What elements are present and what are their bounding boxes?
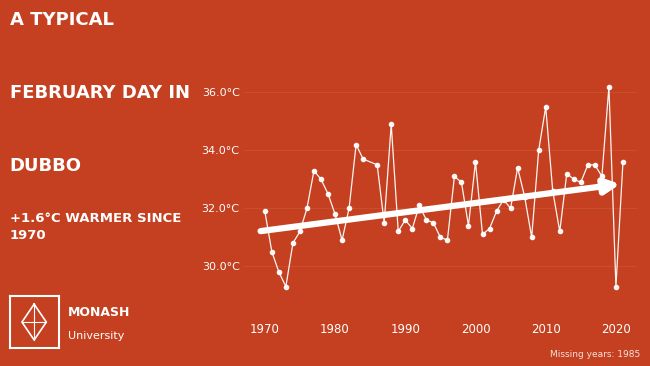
- Text: FEBRUARY DAY IN: FEBRUARY DAY IN: [10, 84, 190, 102]
- Text: DUBBO: DUBBO: [10, 157, 82, 175]
- Text: A TYPICAL: A TYPICAL: [10, 11, 114, 29]
- Text: University: University: [68, 331, 124, 341]
- Text: MONASH: MONASH: [68, 306, 130, 319]
- Text: +1.6°C WARMER SINCE
1970: +1.6°C WARMER SINCE 1970: [10, 212, 181, 242]
- Text: Missing years: 1985: Missing years: 1985: [550, 350, 640, 359]
